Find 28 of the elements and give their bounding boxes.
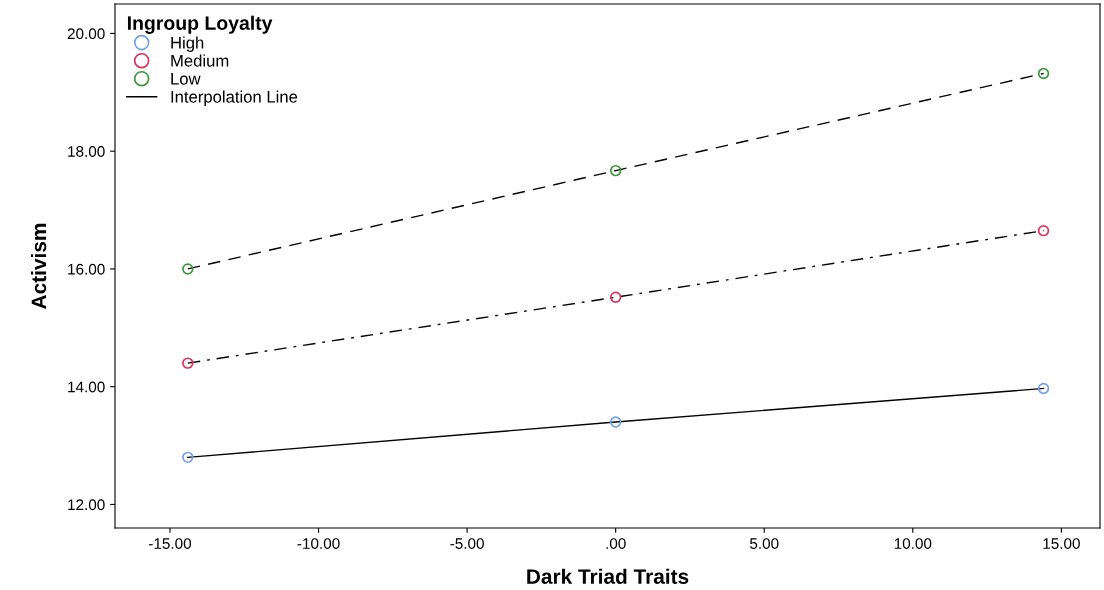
point xyxy=(182,357,194,369)
point xyxy=(1037,382,1050,395)
y-tick-label: 16.00 xyxy=(68,263,105,275)
point xyxy=(609,164,622,177)
y-tick-label: 20.00 xyxy=(67,28,105,40)
point xyxy=(182,263,194,275)
y-tick-label: 14.00 xyxy=(68,381,105,393)
x-tick-label: 10.00 xyxy=(894,538,932,549)
point xyxy=(1037,67,1050,80)
x-axis-title: Dark Triad Traits xyxy=(527,568,689,584)
legend-title: Ingroup Loyalty xyxy=(127,15,273,34)
x-tick-label: 15.00 xyxy=(1043,538,1080,549)
x-tick-label: -15.00 xyxy=(148,538,192,549)
legend-label: High xyxy=(171,36,204,52)
y-tick-label: 18.00 xyxy=(68,146,105,157)
x-tick-label: -10.00 xyxy=(297,538,340,549)
y-tick-label: 12.00 xyxy=(68,499,105,511)
legend-label: Medium xyxy=(171,54,229,67)
point xyxy=(609,291,622,303)
point xyxy=(182,451,194,464)
legend-label: Low xyxy=(171,73,201,85)
x-tick-label: .00 xyxy=(606,538,626,549)
point xyxy=(1037,224,1050,237)
y-axis-title: Activism xyxy=(30,223,47,309)
annotation: Interpolation Line xyxy=(171,90,298,107)
x-tick-label: -5.00 xyxy=(450,538,484,549)
x-tick-label: 5.00 xyxy=(749,538,779,549)
point xyxy=(609,416,622,428)
